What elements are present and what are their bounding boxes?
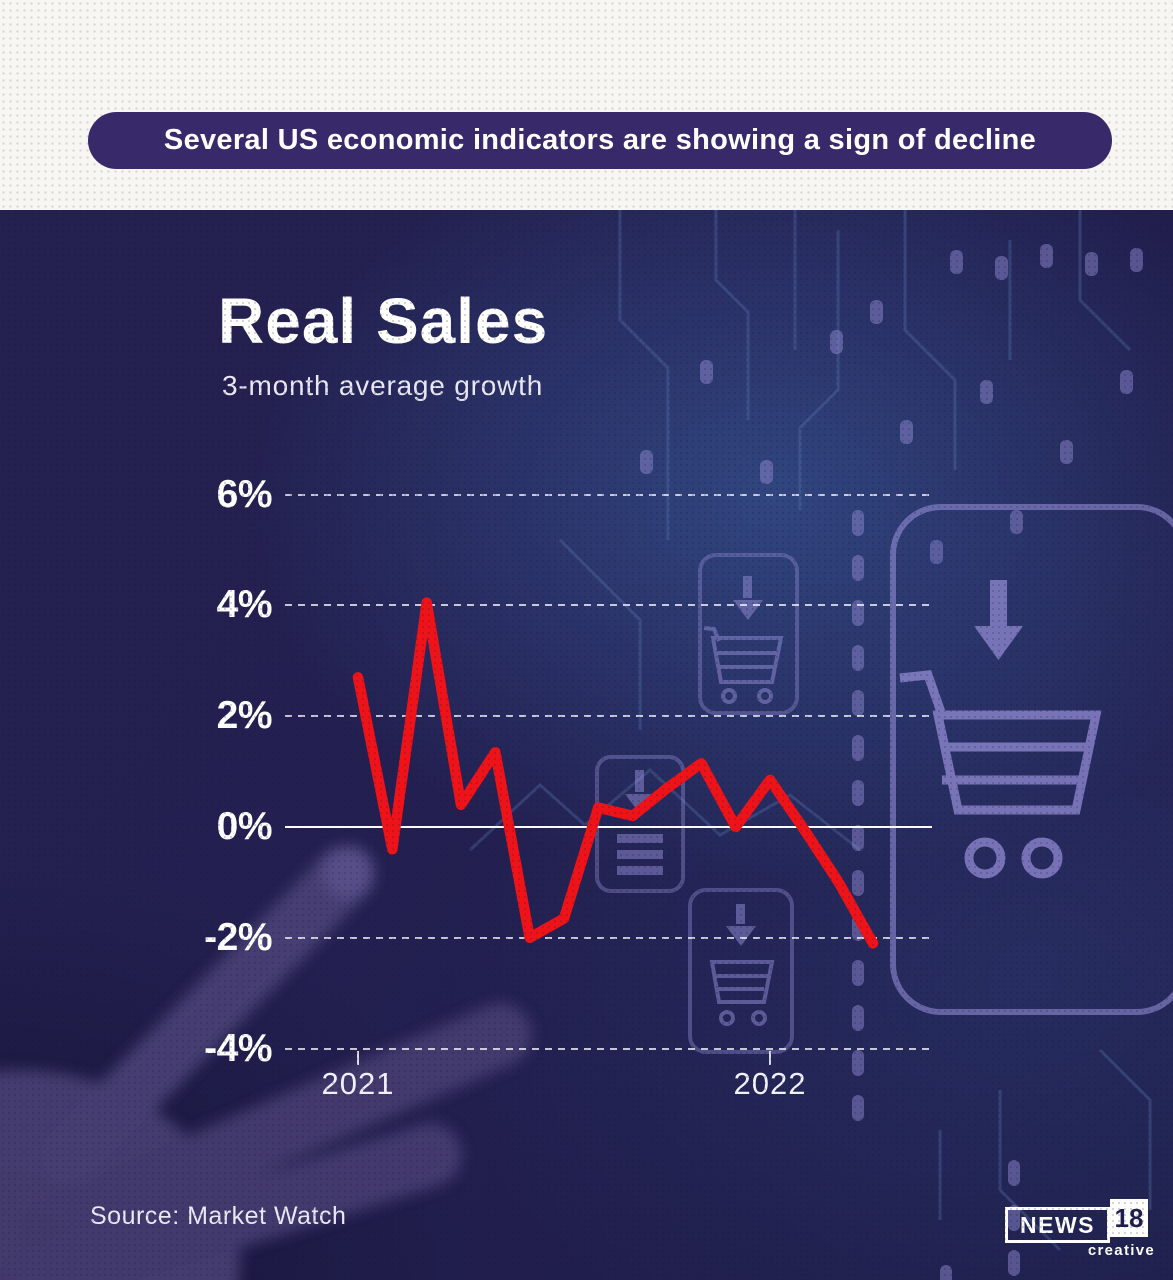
- y-axis-label: -4%: [204, 1026, 272, 1070]
- chart-grid: 6% 4% 2% 0% -2% -4% 2021 2022: [0, 210, 1173, 1280]
- headline-text: Several US economic indicators are showi…: [163, 124, 1037, 156]
- gridline: [285, 604, 932, 607]
- y-axis-label: 4%: [216, 583, 273, 627]
- chart-subtitle: 3-month average growth: [222, 370, 544, 401]
- news18-logo-18-box: 18: [1110, 1199, 1148, 1237]
- x-axis-tick: [768, 1051, 771, 1065]
- x-axis-tick: [357, 1051, 359, 1065]
- y-axis-label: 2%: [216, 694, 273, 738]
- x-axis-label: 2022: [733, 1066, 807, 1101]
- gridline: [285, 715, 932, 718]
- news18-creative-logo: NEWS 18 creative: [1005, 1196, 1157, 1262]
- chart-title: Real Sales: [218, 285, 549, 357]
- gridline: [285, 1047, 932, 1050]
- x-axis-label: 2021: [321, 1066, 395, 1101]
- news18-logo-news-box: NEWS: [1005, 1207, 1110, 1243]
- news18-logo-18-text: 18: [1114, 1202, 1144, 1233]
- gridline: [285, 493, 932, 496]
- zero-gridline: [285, 826, 932, 828]
- chart-panel: 6% 4% 2% 0% -2% -4% 2021 2022 Real Sales 3-mont…: [0, 210, 1173, 1280]
- y-axis-label: 6%: [216, 472, 273, 516]
- gridline: [285, 936, 932, 939]
- y-axis-label: 0%: [216, 805, 273, 848]
- source-text: Source: Market Watch: [90, 1202, 347, 1230]
- headline-banner: Several US economic indicators are showi…: [88, 112, 1112, 169]
- y-axis-label: -2%: [204, 915, 272, 959]
- news18-logo-news-text: NEWS: [1020, 1211, 1095, 1238]
- news18-logo-creative-text: creative: [1087, 1242, 1155, 1259]
